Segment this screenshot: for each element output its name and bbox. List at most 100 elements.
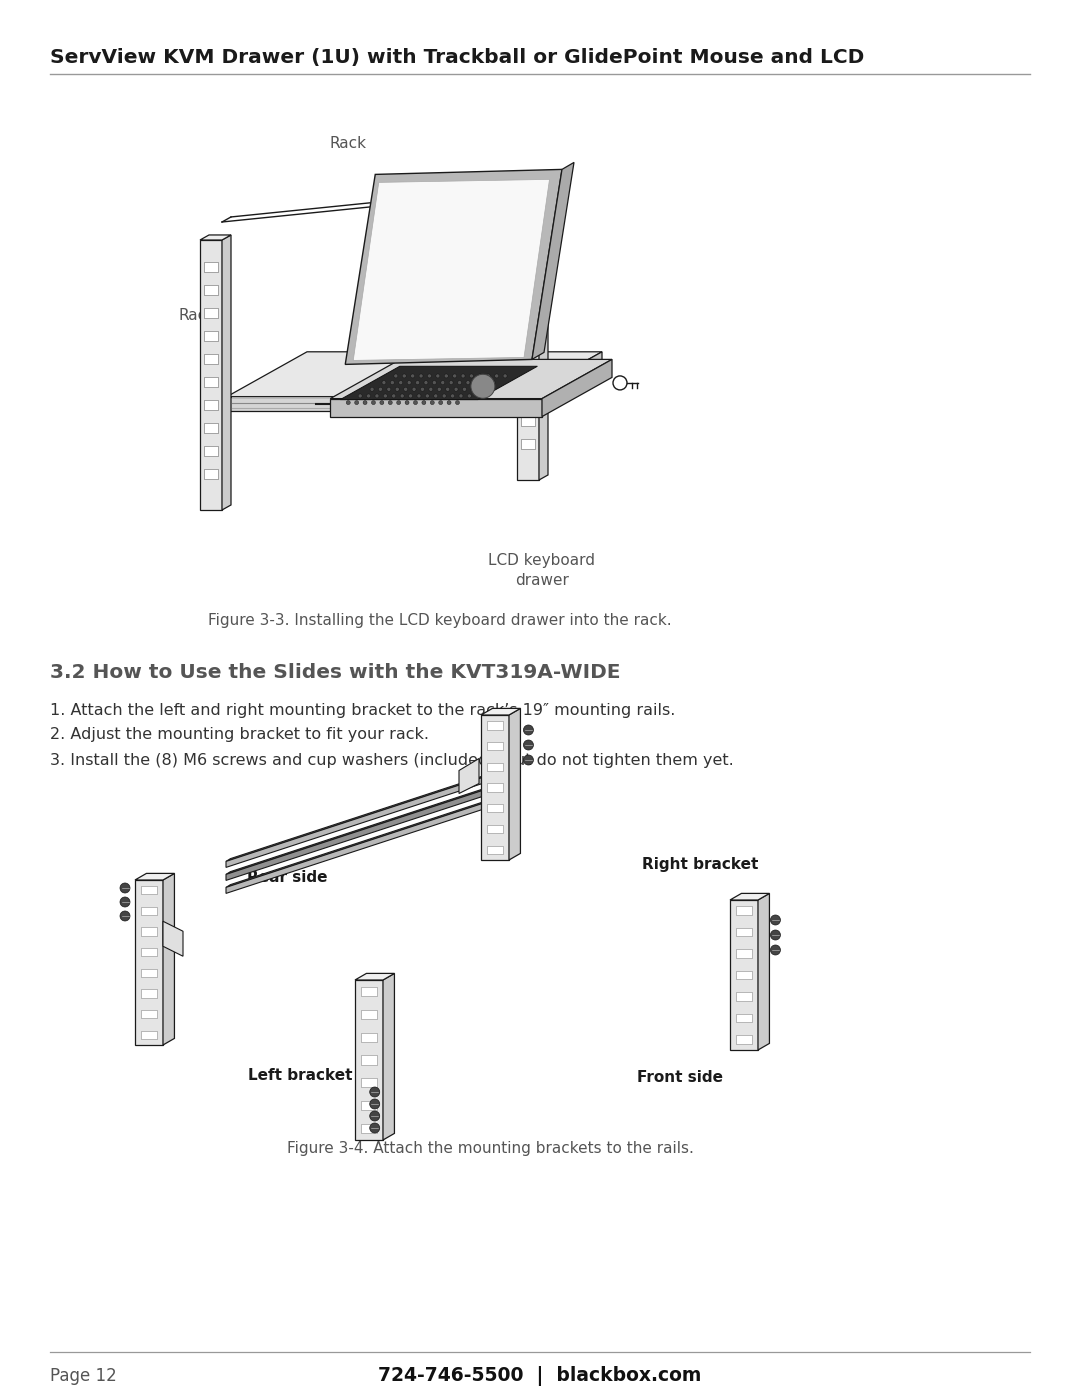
Bar	[735, 1035, 753, 1044]
Circle shape	[369, 1123, 380, 1133]
Circle shape	[378, 387, 382, 391]
Bar	[735, 928, 753, 936]
Circle shape	[449, 380, 454, 384]
Circle shape	[480, 387, 483, 391]
Circle shape	[413, 387, 416, 391]
Polygon shape	[226, 785, 495, 875]
Circle shape	[436, 374, 440, 379]
Polygon shape	[222, 235, 231, 510]
Circle shape	[486, 374, 490, 379]
Circle shape	[770, 915, 781, 925]
Circle shape	[347, 401, 350, 405]
Bar	[522, 346, 535, 358]
Circle shape	[420, 387, 424, 391]
Bar	[522, 416, 535, 426]
Circle shape	[402, 374, 406, 379]
Text: ServView KVM Drawer (1U) with Trackball or GlidePoint Mouse and LCD: ServView KVM Drawer (1U) with Trackball …	[50, 49, 864, 67]
Circle shape	[372, 401, 376, 405]
Bar	[735, 971, 753, 979]
Bar	[522, 300, 535, 312]
Text: Rack: Rack	[178, 307, 215, 323]
Circle shape	[474, 380, 478, 384]
Circle shape	[404, 387, 407, 391]
Bar	[522, 393, 535, 404]
Polygon shape	[200, 240, 222, 510]
Bar	[522, 370, 535, 380]
Text: 3.2 How to Use the Slides with the KVT319A-WIDE: 3.2 How to Use the Slides with the KVT31…	[50, 662, 621, 682]
Circle shape	[366, 394, 370, 398]
Bar	[204, 285, 217, 295]
Bar	[140, 907, 158, 915]
Bar	[361, 1125, 377, 1133]
Circle shape	[454, 387, 458, 391]
Circle shape	[380, 401, 383, 405]
Bar	[522, 324, 535, 334]
Circle shape	[426, 394, 430, 398]
Circle shape	[401, 394, 404, 398]
Bar	[522, 256, 535, 265]
Bar	[140, 1010, 158, 1018]
Polygon shape	[227, 352, 602, 397]
Bar	[361, 1078, 377, 1087]
Text: 1. Attach the left and right mounting bracket to the rack’s 19″ mounting rails.: 1. Attach the left and right mounting br…	[50, 703, 675, 718]
Polygon shape	[163, 873, 175, 1045]
Circle shape	[369, 1099, 380, 1109]
Text: Rear side: Rear side	[246, 870, 327, 886]
Bar	[140, 968, 158, 977]
Circle shape	[405, 401, 409, 405]
Circle shape	[120, 911, 130, 921]
Circle shape	[437, 387, 442, 391]
Bar	[361, 1055, 377, 1065]
Polygon shape	[517, 210, 539, 481]
Circle shape	[387, 387, 391, 391]
Circle shape	[407, 380, 411, 384]
Polygon shape	[532, 162, 573, 359]
Polygon shape	[330, 359, 612, 398]
Polygon shape	[353, 179, 550, 360]
Text: 3. Install the (8) M6 screws and cup washers (included), but do not tighten them: 3. Install the (8) M6 screws and cup was…	[50, 753, 733, 767]
Circle shape	[369, 1111, 380, 1120]
Text: 2. Adjust the mounting bracket to fit your rack.: 2. Adjust the mounting bracket to fit yo…	[50, 728, 429, 742]
Polygon shape	[226, 798, 495, 887]
Circle shape	[458, 380, 461, 384]
Circle shape	[447, 401, 451, 405]
Circle shape	[444, 374, 448, 379]
Circle shape	[120, 897, 130, 907]
Polygon shape	[517, 205, 548, 210]
Bar	[140, 1031, 158, 1039]
Circle shape	[456, 401, 459, 405]
Bar	[204, 468, 217, 479]
Bar	[361, 1101, 377, 1111]
Circle shape	[503, 374, 508, 379]
Bar	[361, 1032, 377, 1042]
Circle shape	[770, 930, 781, 940]
Circle shape	[524, 725, 534, 735]
Bar	[522, 232, 535, 243]
Circle shape	[442, 394, 446, 398]
Bar	[487, 784, 503, 792]
Polygon shape	[135, 873, 175, 880]
Circle shape	[471, 374, 495, 398]
Circle shape	[399, 380, 403, 384]
Polygon shape	[226, 800, 490, 894]
Bar	[735, 950, 753, 958]
Polygon shape	[730, 900, 758, 1051]
Text: Front side: Front side	[637, 1070, 723, 1085]
Bar	[487, 845, 503, 854]
Circle shape	[392, 394, 395, 398]
Polygon shape	[226, 773, 495, 862]
Circle shape	[524, 740, 534, 750]
Text: Figure 3-3. Installing the LCD keyboard drawer into the rack.: Figure 3-3. Installing the LCD keyboard …	[208, 613, 672, 629]
Circle shape	[410, 374, 415, 379]
Circle shape	[408, 394, 413, 398]
Circle shape	[432, 380, 436, 384]
Polygon shape	[730, 894, 769, 900]
Circle shape	[382, 380, 386, 384]
Circle shape	[434, 394, 437, 398]
Circle shape	[390, 380, 394, 384]
Bar	[140, 928, 158, 936]
Polygon shape	[758, 894, 769, 1051]
Bar	[522, 439, 535, 448]
Bar	[487, 721, 503, 729]
Circle shape	[369, 1087, 380, 1097]
